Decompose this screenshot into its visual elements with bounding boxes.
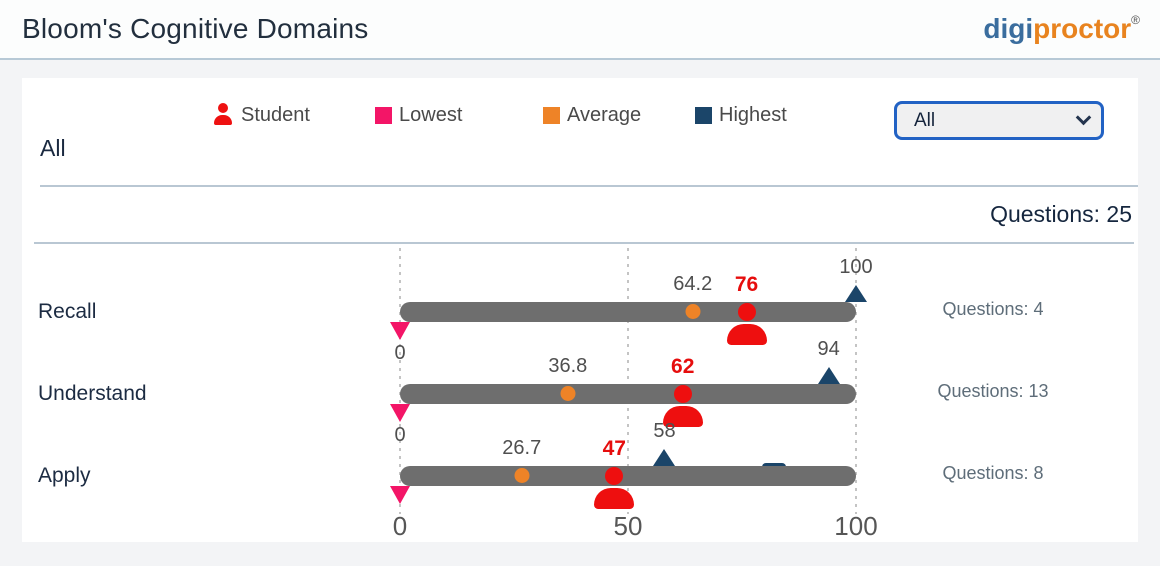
legend-label-student: Student bbox=[241, 103, 310, 126]
divider bbox=[34, 242, 1134, 244]
x-axis: 0 50 100 bbox=[393, 511, 878, 545]
student-marker-icon bbox=[593, 467, 635, 511]
axis-tick-0: 0 bbox=[392, 511, 408, 541]
row-questions-label: Questions: 4 bbox=[942, 299, 1044, 319]
row-label-recall: Recall bbox=[38, 300, 97, 323]
legend-item-lowest: Lowest bbox=[375, 102, 462, 128]
registered-mark-icon: ® bbox=[1131, 13, 1140, 27]
average-value-label: 36.8 bbox=[548, 355, 588, 377]
average-marker-icon bbox=[514, 468, 530, 483]
chart-card: Student Lowest Average Highest All All Q… bbox=[22, 78, 1138, 542]
chart-grid bbox=[399, 248, 857, 514]
range-bar bbox=[400, 466, 856, 486]
legend-item-student: Student bbox=[212, 102, 310, 128]
logo-part-digi: digi bbox=[983, 13, 1034, 44]
chart-row-apply: Apply 26.7 58 47 Questions: 8 bbox=[22, 420, 1138, 509]
highest-marker-icon bbox=[845, 285, 867, 302]
gridline-50 bbox=[627, 248, 629, 514]
average-swatch-icon bbox=[543, 106, 560, 124]
highest-value-label: 100 bbox=[839, 256, 873, 278]
lowest-marker-icon bbox=[390, 322, 410, 340]
row-questions-label: Questions: 8 bbox=[942, 463, 1044, 483]
highest-marker-icon bbox=[817, 367, 840, 384]
student-marker-icon bbox=[662, 385, 704, 429]
average-value-label: 64.2 bbox=[673, 273, 713, 295]
legend-item-average: Average bbox=[543, 102, 641, 128]
row-track-understand: 0 36.8 94 62 bbox=[390, 338, 856, 446]
student-value-label: 62 bbox=[671, 355, 695, 378]
average-marker-icon bbox=[685, 304, 701, 319]
total-questions-label: Questions: 25 bbox=[990, 201, 1132, 227]
lowest-marker-icon bbox=[390, 486, 410, 504]
gridline-100 bbox=[855, 248, 857, 514]
student-marker-icon bbox=[726, 303, 768, 347]
filter-dropdown-wrap: All bbox=[894, 101, 1104, 140]
highest-value-label: 94 bbox=[817, 338, 840, 360]
row-track-recall: 0 64.2 100 76 bbox=[390, 256, 873, 364]
lowest-value-label: 0 bbox=[394, 424, 406, 446]
axis-tick-100: 100 bbox=[834, 511, 878, 541]
student-value-label: 76 bbox=[734, 273, 759, 296]
legend-label-highest: Highest bbox=[719, 103, 787, 126]
student-value-label: 47 bbox=[602, 437, 626, 460]
student-person-icon bbox=[212, 103, 234, 127]
axis-tick-50: 50 bbox=[613, 511, 643, 541]
divider bbox=[40, 185, 1138, 187]
range-bar bbox=[400, 302, 856, 322]
chart-row-recall: Recall 0 64.2 100 76 Questions: 4 bbox=[22, 256, 1138, 364]
legend-label-lowest: Lowest bbox=[399, 103, 463, 126]
chart-row-understand: Understand 0 36.8 94 62 Questions: 13 bbox=[22, 338, 1138, 446]
app-header: Bloom's Cognitive Domains digiproctor® bbox=[0, 0, 1160, 60]
row-track-apply: 26.7 58 47 bbox=[390, 420, 856, 509]
digiproctor-logo: digiproctor® bbox=[983, 13, 1140, 45]
legend-label-average: Average bbox=[567, 103, 642, 126]
average-marker-icon bbox=[560, 386, 576, 401]
highest-marker-icon bbox=[653, 449, 676, 466]
gridline-0 bbox=[399, 248, 401, 514]
section-title: All bbox=[40, 135, 66, 161]
range-bar bbox=[400, 384, 856, 404]
row-label-apply: Apply bbox=[38, 464, 91, 487]
highest-value-label: 58 bbox=[653, 420, 676, 442]
lowest-swatch-icon bbox=[375, 106, 392, 124]
lowest-value-label: 0 bbox=[394, 342, 406, 364]
filter-dropdown[interactable]: All bbox=[894, 101, 1104, 140]
logo-part-proctor: proctor bbox=[1033, 13, 1132, 44]
highest-swatch-icon bbox=[695, 106, 712, 124]
lowest-marker-icon bbox=[390, 404, 410, 422]
legend-item-highest: Highest bbox=[695, 102, 787, 128]
row-questions-label: Questions: 13 bbox=[937, 381, 1049, 401]
average-value-label: 26.7 bbox=[502, 437, 542, 459]
row-label-understand: Understand bbox=[38, 382, 147, 405]
page-title: Bloom's Cognitive Domains bbox=[22, 13, 369, 44]
